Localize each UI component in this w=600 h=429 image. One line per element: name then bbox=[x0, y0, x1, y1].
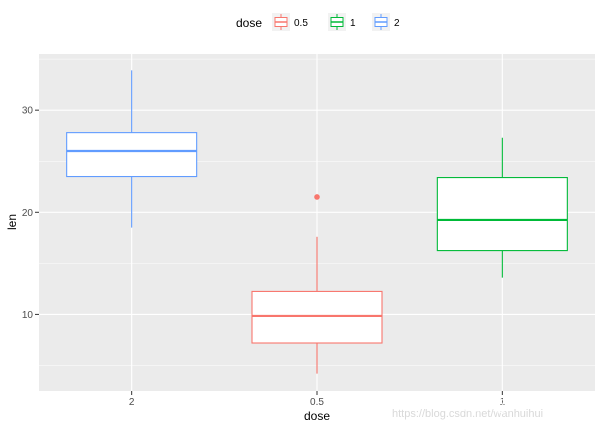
box-1 bbox=[436, 137, 568, 278]
boxes bbox=[66, 70, 568, 374]
legend-item-1: 1 bbox=[328, 13, 356, 31]
legend-item-0.5: 0.5 bbox=[272, 13, 308, 31]
outlier-point bbox=[314, 194, 320, 200]
legend: dose 0.5 1 2 bbox=[236, 13, 400, 31]
legend-item-2: 2 bbox=[372, 13, 400, 31]
y-axis-title: len bbox=[5, 214, 19, 230]
x-tick-label: 1 bbox=[500, 397, 506, 408]
legend-title: dose bbox=[236, 16, 262, 30]
y-tick-label: 10 bbox=[22, 310, 34, 321]
legend-label: 2 bbox=[394, 18, 400, 29]
y-axis: 10 20 30 bbox=[22, 106, 39, 321]
box-2 bbox=[66, 70, 198, 228]
legend-label: 1 bbox=[350, 18, 356, 29]
box-0.5 bbox=[251, 194, 383, 374]
box-iqr bbox=[251, 290, 383, 344]
x-axis-title: dose bbox=[304, 409, 330, 423]
box-iqr bbox=[66, 132, 198, 178]
legend-entries: 0.5 1 2 bbox=[272, 13, 400, 31]
x-axis: 2 0.5 1 bbox=[129, 391, 506, 408]
x-tick-label: 0.5 bbox=[310, 397, 324, 408]
legend-label: 0.5 bbox=[294, 18, 308, 29]
y-tick-label: 20 bbox=[22, 208, 34, 219]
box-iqr bbox=[436, 177, 568, 252]
watermark-text: 知乎 @Rookie宇 bbox=[455, 395, 578, 414]
x-tick-label: 2 bbox=[129, 397, 135, 408]
watermark-url: https://blog.csdn.net/wanhuihui bbox=[392, 408, 543, 420]
y-tick-label: 30 bbox=[22, 106, 34, 117]
